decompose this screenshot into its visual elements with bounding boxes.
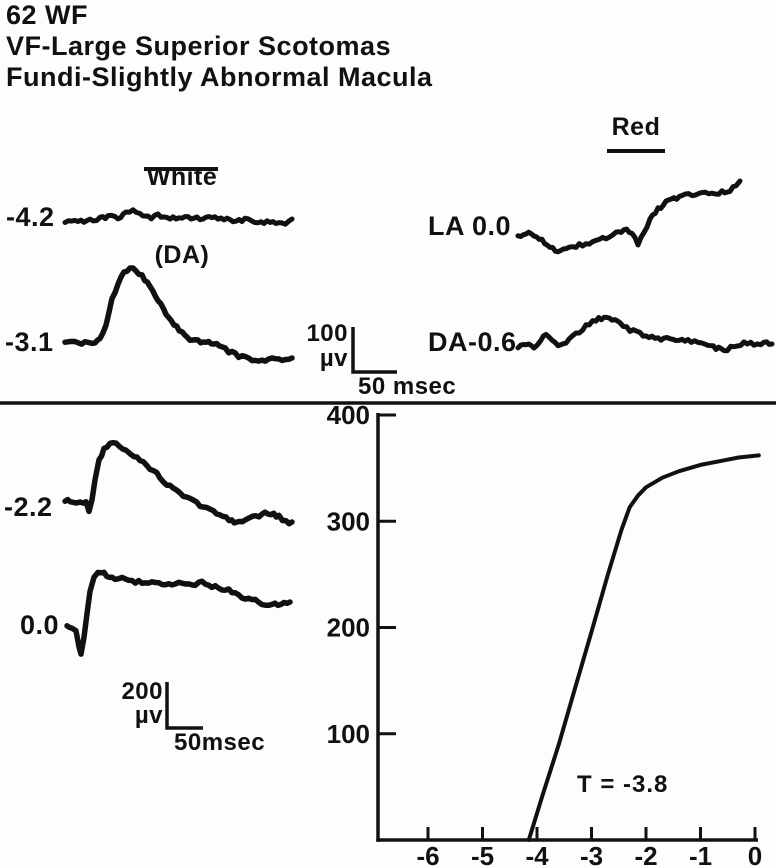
plot-y-tick-label: 400: [327, 400, 370, 430]
fundi-note: Fundi-Slightly Abnormal Macula: [6, 62, 433, 92]
trace-label-minus2-2: -2.2: [4, 492, 53, 522]
plot-y-tick-label: 100: [327, 719, 370, 749]
erg-trace: [64, 569, 293, 657]
scale-top-time: 50 msec: [358, 373, 457, 400]
intensity-response-curve: [526, 453, 761, 842]
trace-label-da-0-6: DA-0.6: [428, 327, 517, 357]
red-column-title: Red: [611, 113, 661, 141]
scale-bar-top-mark: [351, 327, 397, 374]
trace-label-minus3-1: -3.1: [5, 327, 54, 357]
scale-bottom-time: 50msec: [174, 729, 266, 756]
erg-trace: [62, 207, 295, 227]
erg-trace: [515, 314, 775, 354]
erg-trace: [515, 178, 743, 255]
plot-x-tick-label: -6: [416, 841, 439, 868]
red-underline: [607, 149, 665, 153]
plot-x-tick-label: -2: [634, 841, 657, 868]
trace-label-0-0: 0.0: [20, 610, 60, 640]
trace-label-la-0-0: LA 0.0: [428, 211, 512, 241]
trace-label-minus4-2: -4.2: [6, 202, 55, 232]
scale-top-amplitude: 100: [306, 320, 348, 347]
threshold-annotation: T = -3.8: [577, 771, 669, 798]
white-title-line2: (DA): [154, 241, 210, 270]
scale-bar-bottom-mark: [165, 682, 203, 730]
plot-y-tick-label: 200: [327, 613, 370, 643]
plot-x-tick-label: 0: [748, 841, 762, 868]
scale-bottom-amplitude: 200: [121, 678, 163, 705]
visual-field-note: VF-Large Superior Scotomas: [6, 31, 392, 61]
plot-y-tick-label: 300: [327, 506, 370, 536]
plot-x-tick-label: -1: [689, 841, 712, 868]
scale-bottom-unit: µv: [134, 702, 163, 729]
white-da-underline: [144, 167, 218, 171]
scale-top-unit: µv: [319, 345, 348, 372]
plot-x-tick-label: -4: [525, 841, 549, 868]
plot-x-tick-label: -5: [471, 841, 494, 868]
plot-x-tick-label: -3: [580, 841, 603, 868]
erg-trace: [62, 439, 295, 527]
erg-trace: [62, 265, 295, 364]
patient-id: 62 WF: [6, 0, 89, 30]
